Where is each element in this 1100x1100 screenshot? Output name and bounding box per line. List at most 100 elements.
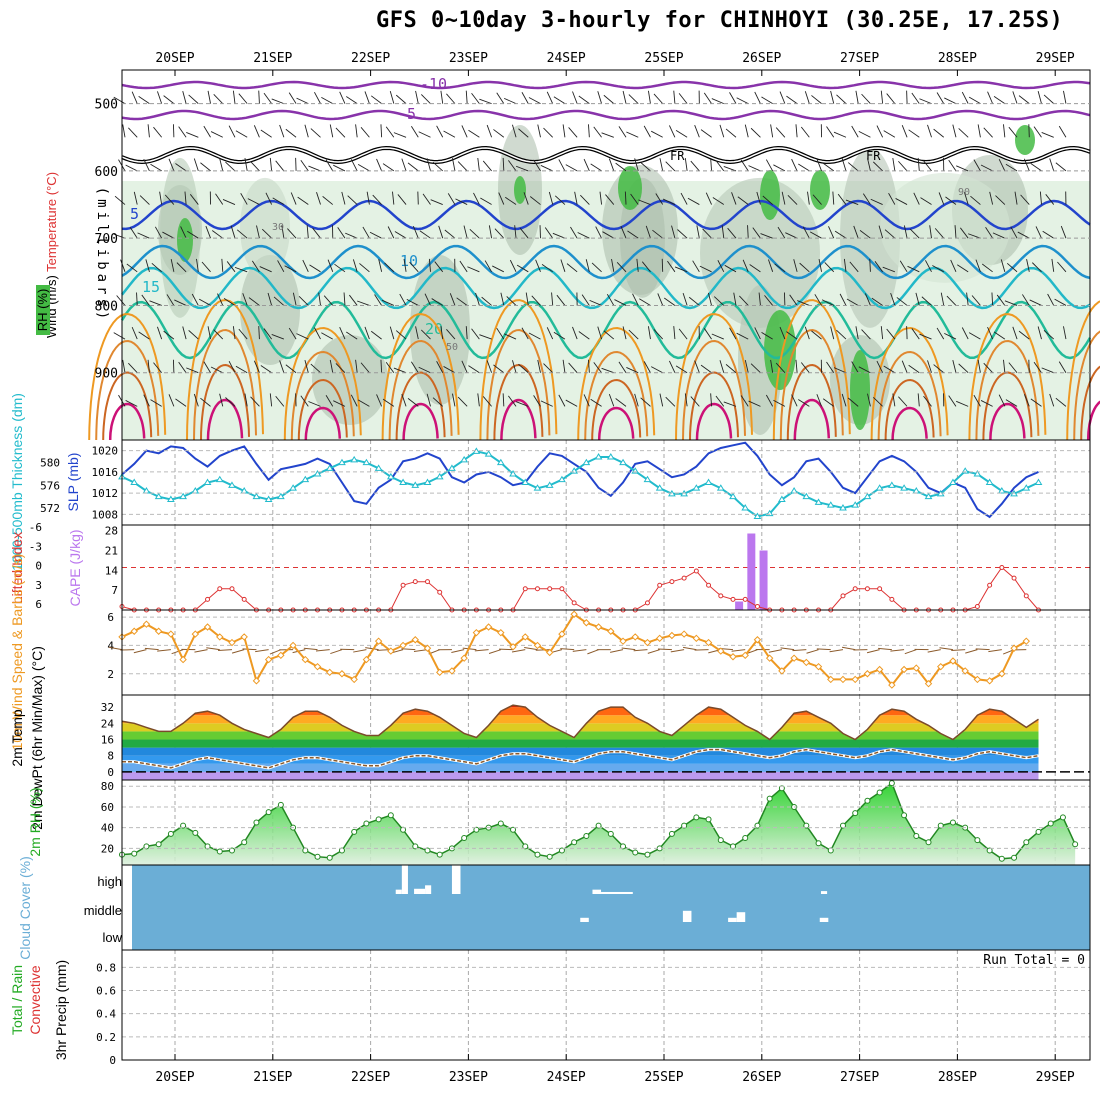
wind-barb xyxy=(232,90,236,104)
wind-barb xyxy=(393,132,407,138)
boundary-layer-isotherm xyxy=(206,398,244,441)
wind-barb xyxy=(553,331,566,340)
wind-barb xyxy=(467,266,480,273)
cape-ylabel: CAPE (J/kg) xyxy=(67,529,83,606)
wind-barb xyxy=(201,261,211,273)
wind-barb xyxy=(496,92,505,104)
wind10m-point xyxy=(167,630,175,638)
wind-barb xyxy=(193,158,199,172)
wind10m-point xyxy=(203,623,212,631)
wind-barb xyxy=(699,265,712,273)
wind-barb xyxy=(700,364,712,374)
wind-barb xyxy=(1041,131,1054,138)
thickness-point xyxy=(582,458,591,466)
rh-point xyxy=(876,789,883,796)
freezing-level-label: FR xyxy=(670,149,685,163)
wind-barb xyxy=(674,266,688,273)
wind-barb xyxy=(597,326,603,340)
wind-barb xyxy=(443,366,456,374)
wind-barb xyxy=(138,95,150,105)
wind-barb xyxy=(858,366,871,374)
wind-barb xyxy=(901,125,908,138)
wind-barb xyxy=(869,258,871,272)
thickness-point xyxy=(484,450,493,457)
wind-barb xyxy=(662,198,676,205)
wind-barb-10m xyxy=(144,647,159,651)
wind-barb xyxy=(991,292,994,306)
wind-barb xyxy=(493,364,505,374)
wind-barb xyxy=(537,359,541,373)
rh-point xyxy=(632,849,639,856)
wind-barb xyxy=(1039,191,1042,205)
wind-barb xyxy=(380,359,383,373)
li-point xyxy=(217,586,223,592)
li-point xyxy=(730,596,736,602)
rh-point xyxy=(510,826,517,833)
thickness-ylabel: 1000-500mb Thickness (dm) xyxy=(9,393,25,571)
wind-barb xyxy=(469,228,480,239)
wind-barb xyxy=(899,260,908,273)
wind-barb xyxy=(883,365,896,374)
wind-barb xyxy=(265,192,273,205)
li-point xyxy=(706,582,712,588)
rh-legend-swatch xyxy=(36,285,50,335)
thickness-point xyxy=(1022,484,1031,491)
wind-barb xyxy=(251,260,260,273)
wind-barb xyxy=(733,292,737,306)
wind-barb xyxy=(1049,158,1055,172)
wind-barb xyxy=(748,165,761,172)
wind-barb xyxy=(754,327,761,340)
freezing-level-line-inner xyxy=(121,147,1091,163)
wind-barb xyxy=(952,360,957,373)
wind-barb xyxy=(632,293,639,306)
wind-barb xyxy=(797,300,810,306)
li-point xyxy=(877,586,883,592)
wind10m-point xyxy=(582,619,591,627)
wind-barb xyxy=(258,326,260,340)
wind-barb xyxy=(431,298,443,306)
wind-barb xyxy=(457,396,468,407)
wind-barb xyxy=(809,231,822,239)
wind-barb xyxy=(876,125,884,138)
wind-barb xyxy=(614,299,627,306)
wind-barb-10m xyxy=(806,649,819,654)
wind-barb xyxy=(1045,194,1055,205)
thickness-line xyxy=(121,450,1039,518)
wind-barb xyxy=(531,295,541,306)
wind-barb xyxy=(971,295,981,306)
thickness-point xyxy=(606,453,615,460)
precip-convective-label: Convective xyxy=(27,965,43,1034)
wind-barb xyxy=(468,129,480,138)
wind-barb xyxy=(129,227,138,239)
boundary-layer-isotherm xyxy=(884,378,935,441)
wind-barb xyxy=(558,394,566,407)
rh-point xyxy=(888,780,895,787)
wind-barb xyxy=(932,265,944,273)
wind-barb xyxy=(919,98,932,105)
wind-barb xyxy=(847,397,859,407)
wind-barb xyxy=(839,293,847,306)
wind-barb xyxy=(747,225,749,239)
thickness-point xyxy=(386,472,395,480)
wind-barb xyxy=(761,96,773,105)
wind-barb xyxy=(980,400,993,407)
wind-barb xyxy=(880,90,884,104)
wind-barb xyxy=(168,394,175,407)
boundary-layer-isotherm xyxy=(500,398,537,441)
wind-barb xyxy=(913,192,920,205)
wind-barb xyxy=(426,158,431,172)
rh-point xyxy=(216,848,223,855)
wind-barb xyxy=(554,195,566,205)
rh-point xyxy=(803,822,810,829)
cloud-ylabel-line: Cloud Cover (%) xyxy=(17,856,33,959)
wind-barb xyxy=(131,326,138,340)
wind-barb xyxy=(560,259,566,272)
wind-barb xyxy=(298,295,309,306)
cloud-clear-gap xyxy=(425,885,432,894)
cloud-clear-gap xyxy=(414,888,426,894)
wind10m-point xyxy=(851,675,859,684)
wind-barb-10m xyxy=(353,649,367,653)
li-tick-label: -6 xyxy=(29,521,42,534)
wind-barb xyxy=(1023,394,1030,407)
wind-barb xyxy=(528,97,541,105)
